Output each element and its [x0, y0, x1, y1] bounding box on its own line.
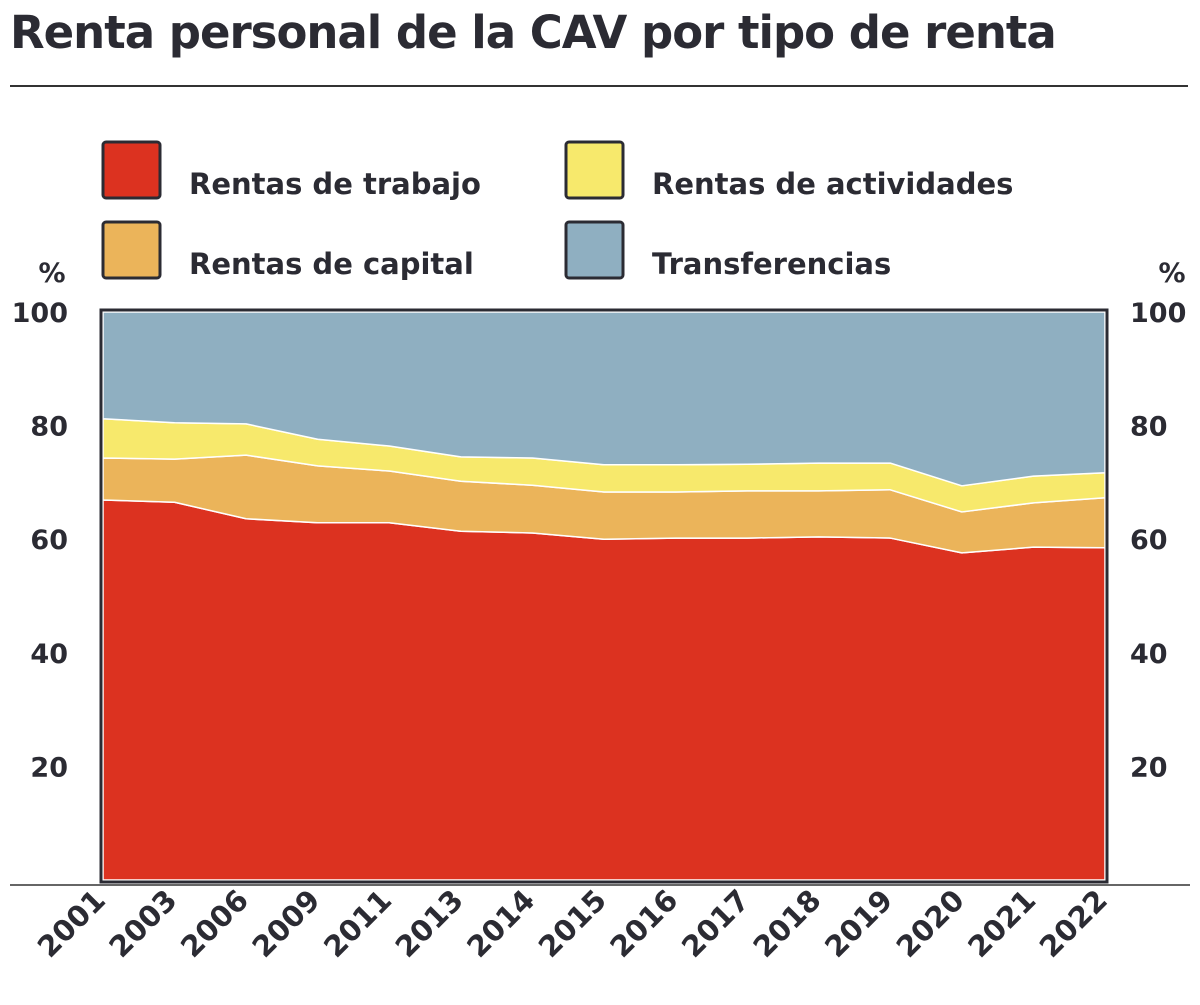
- area-rentas-de-trabajo: [102, 499, 1106, 881]
- y-tick-label-right: 40: [1130, 639, 1168, 670]
- title-divider: [10, 85, 1188, 87]
- x-tick-label: 2006: [174, 883, 255, 964]
- x-tick-label: 2021: [961, 883, 1042, 964]
- y-tick-label-left: 40: [30, 639, 68, 670]
- y-tick-label-right: 20: [1130, 752, 1168, 783]
- x-tick-label: 2018: [747, 883, 828, 964]
- x-tick-label: 2019: [818, 883, 899, 964]
- legend-label: Rentas de trabajo: [189, 167, 481, 201]
- y-tick-label-left: 60: [30, 525, 68, 556]
- x-tick-label: 2001: [31, 883, 112, 964]
- x-tick-label: 2022: [1033, 883, 1114, 964]
- x-tick-label: 2013: [389, 883, 470, 964]
- x-tick-label: 2003: [102, 883, 183, 964]
- y-tick-label-right: 80: [1130, 412, 1168, 443]
- legend-label: Transferencias: [652, 247, 891, 281]
- legend-label: Rentas de actividades: [652, 167, 1013, 201]
- x-tick-label: 2009: [246, 883, 327, 964]
- x-tick-label: 2020: [890, 883, 971, 964]
- legend-label: Rentas de capital: [189, 247, 474, 281]
- y-tick-label-right: 60: [1130, 525, 1168, 556]
- y-tick-label-left: 80: [30, 412, 68, 443]
- y-tick-label-left: 20: [30, 752, 68, 783]
- y-tick-label-right: 100: [1130, 298, 1186, 329]
- legend-swatch: [101, 140, 162, 200]
- x-tick-label: 2014: [460, 883, 541, 964]
- legend-swatch: [564, 220, 625, 280]
- x-tick-label: 2015: [532, 883, 613, 964]
- area-transferencias: [102, 311, 1106, 487]
- chart-title: Renta personal de la CAV por tipo de ren…: [10, 6, 1057, 59]
- y-tick-label-left: 100: [12, 298, 68, 329]
- plot-border: [99, 308, 1109, 884]
- legend-swatch: [101, 220, 162, 280]
- x-tick-label: 2016: [603, 883, 684, 964]
- x-tick-label: 2011: [317, 883, 398, 964]
- legend-swatch: [564, 140, 625, 200]
- y-axis-unit-right: %: [1158, 258, 1185, 289]
- x-tick-label: 2017: [675, 883, 756, 964]
- y-axis-unit-left: %: [38, 258, 65, 289]
